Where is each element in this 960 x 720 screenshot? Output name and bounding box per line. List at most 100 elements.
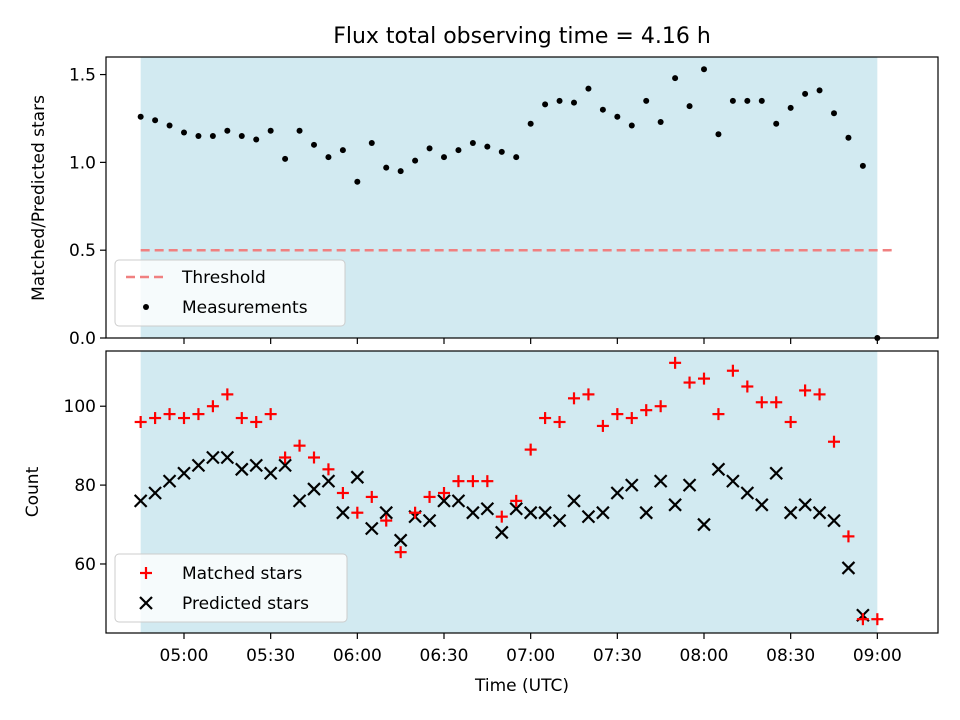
- bottom-x-ticks: 05:00 05:30 06:00 06:30 07:00 07:30 08:00 08:30…: [160, 633, 902, 666]
- top-x-ticks: [183, 338, 878, 344]
- predicted-star-marker: [191, 458, 206, 473]
- measurement-point: [527, 120, 534, 127]
- measurement-point: [628, 122, 635, 129]
- predicted-star-marker: [350, 470, 365, 484]
- measurement-point: [152, 117, 159, 124]
- predicted-star-marker: [624, 478, 639, 492]
- measurement-point: [195, 133, 202, 140]
- measurement-point: [238, 133, 245, 140]
- predicted-star-marker: [711, 462, 726, 477]
- matched-star-marker: [842, 530, 855, 543]
- measurement-point: [441, 154, 447, 161]
- predicted-star-marker: [827, 513, 841, 528]
- measurement-point: [282, 155, 289, 162]
- matched-star-marker: [495, 510, 508, 523]
- matched-star-marker: [799, 384, 812, 397]
- y-tick-label: 1.0: [69, 153, 96, 173]
- predicted-star-marker: [581, 509, 596, 524]
- predicted-star-marker: [798, 498, 812, 512]
- y-tick-label: 0.5: [69, 241, 96, 261]
- measurement-point: [484, 143, 491, 150]
- measurement-point: [773, 120, 780, 127]
- measurement-point: [672, 75, 679, 82]
- predicted-star-marker: [422, 513, 437, 528]
- legend-matched-swatch: [140, 567, 152, 579]
- matched-star-marker: [279, 451, 292, 464]
- predicted-star-marker: [812, 505, 827, 520]
- x-tick-label: 08:30: [766, 646, 815, 666]
- y-tick-label: 60: [74, 555, 96, 575]
- matched-star-marker: [813, 388, 826, 401]
- top-panel: 0.0 0.5 1.0 1.5 Matched/Predicted stars Thr…: [29, 56, 939, 349]
- measurement-point: [137, 113, 144, 120]
- measurement-point: [657, 118, 664, 125]
- matched-star-marker: [871, 613, 884, 626]
- predicted-star-marker: [538, 505, 552, 520]
- measurement-point: [585, 85, 592, 92]
- matched-star-marker: [553, 415, 566, 428]
- predicted-star-marker: [249, 458, 264, 473]
- measurement-point: [296, 127, 303, 134]
- count-points: [133, 356, 884, 626]
- matched-star-marker: [726, 364, 739, 377]
- matched-star-marker: [539, 412, 552, 425]
- measurement-point: [383, 164, 390, 171]
- measurement-points: [137, 66, 881, 341]
- measurement-point: [701, 66, 707, 73]
- predicted-star-marker: [393, 533, 408, 548]
- matched-star-marker: [322, 463, 335, 476]
- measurement-point: [253, 136, 260, 143]
- matched-star-marker: [206, 400, 219, 413]
- predicted-star-marker: [610, 486, 625, 500]
- legend-matched-label: Matched stars: [182, 564, 302, 584]
- measurement-point: [325, 154, 332, 161]
- measurement-point: [744, 97, 751, 104]
- x-tick-label: 08:00: [680, 646, 729, 666]
- bottom-y-ticks: 60 80 100: [64, 397, 106, 575]
- measurement-point: [412, 157, 419, 164]
- predicted-star-marker: [466, 505, 480, 520]
- matched-star-marker: [336, 486, 349, 499]
- matched-star-marker: [134, 415, 147, 428]
- predicted-star-marker: [726, 474, 740, 488]
- predicted-star-marker: [292, 494, 307, 508]
- predicted-star-marker: [162, 474, 177, 488]
- matched-star-marker: [163, 408, 176, 421]
- bottom-y-axis-label: Count: [23, 466, 43, 517]
- top-legend-box: [114, 259, 346, 327]
- matched-star-marker: [365, 490, 378, 503]
- predicted-star-marker: [480, 501, 495, 516]
- top-legend: Threshold Measurements: [114, 259, 346, 327]
- matched-star-marker: [654, 400, 667, 413]
- matched-star-marker: [178, 412, 190, 425]
- x-tick-label: 09:00: [853, 646, 902, 666]
- y-tick-label: 1.5: [69, 66, 96, 86]
- predicted-star-marker: [740, 486, 755, 500]
- matched-star-marker: [235, 412, 248, 425]
- measurement-point: [426, 145, 433, 152]
- predicted-star-marker: [653, 474, 668, 488]
- legend-predicted-label: Predicted stars: [182, 594, 309, 614]
- matched-star-marker: [568, 392, 580, 405]
- predicted-star-marker: [336, 505, 350, 520]
- predicted-star-marker: [148, 486, 162, 500]
- measurement-point: [267, 127, 274, 134]
- matched-star-marker: [380, 514, 393, 527]
- predicted-star-marker: [263, 466, 278, 481]
- measurement-point: [209, 133, 216, 140]
- predicted-star-marker: [596, 505, 610, 520]
- matched-star-marker: [394, 546, 407, 559]
- predicted-star-marker: [220, 450, 235, 465]
- measurement-point: [802, 90, 809, 97]
- x-axis-label: Time (UTC): [474, 676, 569, 696]
- legend-threshold-label: Threshold: [181, 268, 266, 288]
- predicted-star-marker: [552, 513, 567, 528]
- legend-predicted-swatch: [139, 596, 153, 610]
- measurement-point: [758, 97, 765, 104]
- predicted-star-marker: [783, 505, 798, 520]
- legend-measurement-swatch: [143, 304, 149, 310]
- measurement-point: [845, 134, 852, 141]
- top-y-axis-label: Matched/Predicted stars: [29, 95, 49, 301]
- top-axes-frame: [105, 56, 939, 339]
